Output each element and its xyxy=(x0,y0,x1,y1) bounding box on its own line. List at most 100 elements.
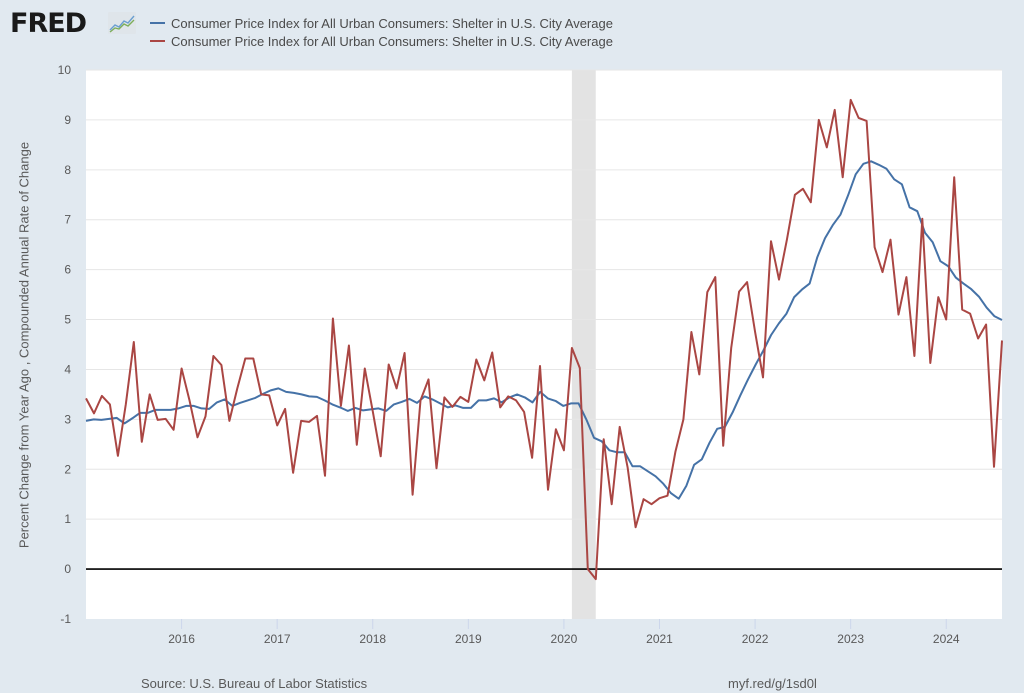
point-annual-rate[interactable] xyxy=(204,415,206,417)
point-year-ago[interactable] xyxy=(439,402,441,404)
point-year-ago[interactable] xyxy=(547,397,549,399)
point-year-ago[interactable] xyxy=(747,378,749,380)
point-year-ago[interactable] xyxy=(216,401,218,403)
point-annual-rate[interactable] xyxy=(794,194,796,196)
point-year-ago[interactable] xyxy=(493,397,495,399)
point-annual-rate[interactable] xyxy=(571,347,573,349)
point-annual-rate[interactable] xyxy=(133,341,135,343)
point-year-ago[interactable] xyxy=(978,295,980,297)
point-annual-rate[interactable] xyxy=(157,419,159,421)
point-annual-rate[interactable] xyxy=(993,466,995,468)
point-year-ago[interactable] xyxy=(816,256,818,258)
point-annual-rate[interactable] xyxy=(746,281,748,283)
point-year-ago[interactable] xyxy=(485,399,487,401)
point-year-ago[interactable] xyxy=(701,458,703,460)
point-annual-rate[interactable] xyxy=(881,271,883,273)
point-annual-rate[interactable] xyxy=(324,475,326,477)
point-year-ago[interactable] xyxy=(577,402,579,404)
point-year-ago[interactable] xyxy=(531,401,533,403)
point-year-ago[interactable] xyxy=(585,418,587,420)
point-year-ago[interactable] xyxy=(562,405,564,407)
point-annual-rate[interactable] xyxy=(443,396,445,398)
point-year-ago[interactable] xyxy=(955,276,957,278)
point-annual-rate[interactable] xyxy=(101,395,103,397)
point-year-ago[interactable] xyxy=(331,403,333,405)
point-annual-rate[interactable] xyxy=(308,421,310,423)
point-year-ago[interactable] xyxy=(162,409,164,411)
point-annual-rate[interactable] xyxy=(658,497,660,499)
point-annual-rate[interactable] xyxy=(603,438,605,440)
series-line-year-ago[interactable] xyxy=(85,160,1003,500)
point-year-ago[interactable] xyxy=(678,498,680,500)
point-year-ago[interactable] xyxy=(400,401,402,403)
point-annual-rate[interactable] xyxy=(706,291,708,293)
point-annual-rate[interactable] xyxy=(395,387,397,389)
point-annual-rate[interactable] xyxy=(531,457,533,459)
point-year-ago[interactable] xyxy=(670,492,672,494)
point-annual-rate[interactable] xyxy=(149,393,151,395)
point-year-ago[interactable] xyxy=(246,399,248,401)
point-annual-rate[interactable] xyxy=(172,429,174,431)
point-year-ago[interactable] xyxy=(100,419,102,421)
point-annual-rate[interactable] xyxy=(411,494,413,496)
point-annual-rate[interactable] xyxy=(268,394,270,396)
point-annual-rate[interactable] xyxy=(650,503,652,505)
point-year-ago[interactable] xyxy=(993,315,995,317)
point-annual-rate[interactable] xyxy=(738,290,740,292)
point-annual-rate[interactable] xyxy=(977,337,979,339)
point-year-ago[interactable] xyxy=(431,398,433,400)
point-annual-rate[interactable] xyxy=(666,495,668,497)
point-year-ago[interactable] xyxy=(85,420,87,422)
point-year-ago[interactable] xyxy=(916,210,918,212)
point-year-ago[interactable] xyxy=(300,393,302,395)
point-year-ago[interactable] xyxy=(270,389,272,391)
point-annual-rate[interactable] xyxy=(276,424,278,426)
point-annual-rate[interactable] xyxy=(579,367,581,369)
point-year-ago[interactable] xyxy=(424,395,426,397)
point-annual-rate[interactable] xyxy=(332,317,334,319)
point-annual-rate[interactable] xyxy=(117,455,119,457)
point-year-ago[interactable] xyxy=(593,437,595,439)
point-annual-rate[interactable] xyxy=(539,365,541,367)
point-year-ago[interactable] xyxy=(108,418,110,420)
point-year-ago[interactable] xyxy=(185,405,187,407)
point-year-ago[interactable] xyxy=(193,405,195,407)
point-annual-rate[interactable] xyxy=(842,176,844,178)
point-year-ago[interactable] xyxy=(470,407,472,409)
point-annual-rate[interactable] xyxy=(372,410,374,412)
point-annual-rate[interactable] xyxy=(802,188,804,190)
point-year-ago[interactable] xyxy=(631,465,633,467)
point-year-ago[interactable] xyxy=(639,465,641,467)
point-annual-rate[interactable] xyxy=(380,455,382,457)
point-annual-rate[interactable] xyxy=(850,99,852,101)
point-annual-rate[interactable] xyxy=(786,239,788,241)
point-annual-rate[interactable] xyxy=(125,403,127,405)
point-year-ago[interactable] xyxy=(516,393,518,395)
point-year-ago[interactable] xyxy=(608,449,610,451)
legend-item-red[interactable]: Consumer Price Index for All Urban Consu… xyxy=(150,32,613,50)
point-year-ago[interactable] xyxy=(932,241,934,243)
point-annual-rate[interactable] xyxy=(515,399,517,401)
point-annual-rate[interactable] xyxy=(754,331,756,333)
point-year-ago[interactable] xyxy=(477,399,479,401)
point-year-ago[interactable] xyxy=(824,237,826,239)
point-annual-rate[interactable] xyxy=(611,503,613,505)
point-annual-rate[interactable] xyxy=(348,344,350,346)
point-year-ago[interactable] xyxy=(347,410,349,412)
point-annual-rate[interactable] xyxy=(220,364,222,366)
point-annual-rate[interactable] xyxy=(212,355,214,357)
point-year-ago[interactable] xyxy=(377,407,379,409)
point-year-ago[interactable] xyxy=(739,394,741,396)
point-year-ago[interactable] xyxy=(693,464,695,466)
point-annual-rate[interactable] xyxy=(905,276,907,278)
point-annual-rate[interactable] xyxy=(1001,339,1003,341)
point-year-ago[interactable] xyxy=(277,387,279,389)
fred-logo[interactable]: FRED xyxy=(10,8,87,39)
point-annual-rate[interactable] xyxy=(778,278,780,280)
point-annual-rate[interactable] xyxy=(196,436,198,438)
point-annual-rate[interactable] xyxy=(180,367,182,369)
point-annual-rate[interactable] xyxy=(141,441,143,443)
point-annual-rate[interactable] xyxy=(834,109,836,111)
point-year-ago[interactable] xyxy=(685,485,687,487)
point-annual-rate[interactable] xyxy=(969,312,971,314)
